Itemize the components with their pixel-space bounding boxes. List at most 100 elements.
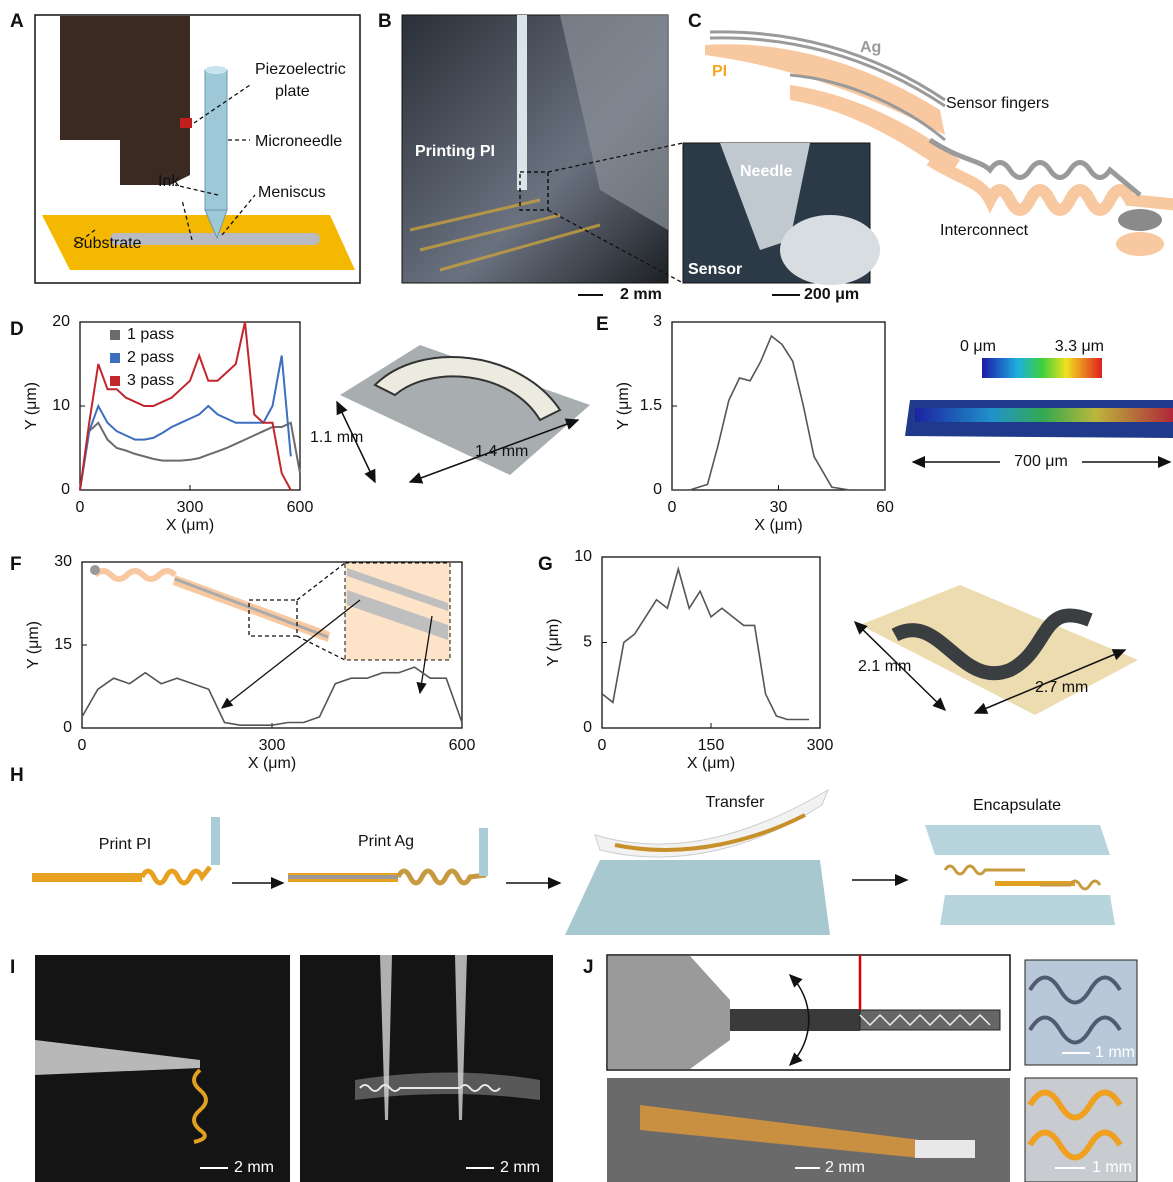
- x-tick-label: 600: [287, 499, 314, 516]
- x-tick-label: 300: [177, 499, 204, 516]
- photo-catheter: [915, 1140, 975, 1158]
- x-axis-label: X (μm): [166, 517, 214, 534]
- y-axis-label: Y (μm): [545, 618, 562, 666]
- panel-e-image: 0 μm 3.3 μm 700 μm: [905, 338, 1173, 472]
- y-tick-label: 10: [574, 548, 592, 565]
- annotation: Ag: [860, 39, 881, 56]
- ag-strip: [288, 875, 398, 879]
- panel-d-image: 1.1 mm 1.4 mm: [310, 345, 590, 482]
- plot-frame: [602, 557, 820, 728]
- step-label: Print PI: [99, 836, 151, 853]
- panel-label: J: [583, 957, 594, 978]
- legend-swatch: [110, 330, 120, 340]
- device-drawing: [95, 571, 175, 579]
- annotation: Microneedle: [255, 133, 342, 150]
- encapsulation-layer: [925, 825, 1110, 855]
- y-tick-label: 0: [583, 719, 592, 736]
- data-line: [672, 336, 885, 490]
- panel-label: A: [10, 11, 24, 32]
- panel-label: F: [10, 554, 22, 575]
- target-substrate: [565, 860, 830, 935]
- x-tick-label: 0: [598, 737, 607, 754]
- annotation: Interconnect: [940, 222, 1029, 239]
- y-tick-label: 1.5: [640, 397, 662, 414]
- needle: [211, 817, 220, 865]
- data-line: [80, 322, 291, 490]
- annotation: Substrate: [73, 235, 142, 252]
- scale-label: 2 mm: [234, 1159, 274, 1176]
- step-label: Transfer: [706, 794, 766, 811]
- annotation: plate: [275, 83, 310, 100]
- annotation: 700 μm: [1014, 453, 1068, 470]
- plot-frame: [672, 322, 885, 490]
- y-axis-label: Y (μm): [25, 621, 42, 669]
- microneedle: [205, 70, 227, 210]
- y-tick-label: 15: [54, 636, 72, 653]
- chart: 01.5303060X (μm)Y (μm): [615, 313, 894, 534]
- encapsulation-layer: [940, 895, 1115, 925]
- x-tick-label: 300: [259, 737, 286, 754]
- y-tick-label: 0: [63, 719, 72, 736]
- needle-top: [205, 66, 227, 74]
- stent: [860, 1010, 1000, 1030]
- y-tick-label: 3: [653, 313, 662, 330]
- scale-label: 2 mm: [825, 1159, 865, 1176]
- surface-scan: [860, 585, 1138, 715]
- annotation: Meniscus: [258, 184, 326, 201]
- y-axis-label: Y (μm): [23, 382, 40, 430]
- scale-label: 1 mm: [1092, 1159, 1132, 1176]
- scale-label: 2 mm: [620, 286, 662, 303]
- x-tick-label: 0: [78, 737, 87, 754]
- scale-label: 200 μm: [804, 286, 859, 303]
- annotation: 1.1 mm: [310, 429, 363, 446]
- scale-label: 1 mm: [1095, 1044, 1135, 1061]
- data-line: [80, 356, 291, 490]
- panel-j: 1 mm 2 mm 1 mm: [607, 955, 1137, 1182]
- annotation: PI: [712, 63, 727, 80]
- panel-label: D: [10, 319, 24, 340]
- pointer-arrow: [222, 600, 360, 708]
- annotation: Printing PI: [415, 143, 495, 160]
- colorbar-label: 3.3 μm: [1055, 338, 1104, 355]
- step-label: Print Ag: [358, 833, 414, 850]
- colorbar: [982, 358, 1102, 378]
- data-line: [82, 667, 462, 725]
- x-axis-label: X (μm): [754, 517, 802, 534]
- plot-frame: [80, 322, 300, 490]
- scale-label: 2 mm: [500, 1159, 540, 1176]
- annotation: 1.4 mm: [475, 443, 528, 460]
- panel-h: Print PI Print Ag Transfer Encapsulate: [32, 790, 1115, 935]
- x-axis-label: X (μm): [248, 755, 296, 772]
- device-drawing: [90, 565, 100, 575]
- zoom-lines: [297, 563, 345, 660]
- x-tick-label: 150: [698, 737, 725, 754]
- catheter: [730, 1009, 860, 1031]
- panel-label: B: [378, 11, 392, 32]
- needle: [479, 828, 488, 876]
- legend-label: 1 pass: [127, 326, 174, 343]
- ag-pad: [1118, 209, 1162, 231]
- x-tick-label: 600: [449, 737, 476, 754]
- panel-label: G: [538, 554, 553, 575]
- legend-swatch: [110, 376, 120, 386]
- y-tick-label: 10: [52, 397, 70, 414]
- panel-label: H: [10, 765, 24, 786]
- annotation: Piezoelectric: [255, 61, 346, 78]
- pi-layer: [705, 44, 945, 135]
- annotation: 2.7 mm: [1035, 679, 1088, 696]
- y-tick-label: 30: [54, 553, 72, 570]
- y-tick-label: 20: [52, 313, 70, 330]
- pi-pad: [1116, 232, 1164, 256]
- pi-interconnect: [930, 160, 1173, 210]
- annotation: Sensor fingers: [946, 95, 1049, 112]
- panel-label: E: [596, 314, 609, 335]
- annotation: Ink: [158, 173, 180, 190]
- data-line: [602, 569, 809, 720]
- panel-label: C: [688, 11, 702, 32]
- panel-label: I: [10, 957, 15, 978]
- pi-strip: [32, 873, 142, 882]
- x-tick-label: 0: [76, 499, 85, 516]
- panel-a: Piezoelectric plate Microneedle Ink Meni…: [35, 15, 360, 283]
